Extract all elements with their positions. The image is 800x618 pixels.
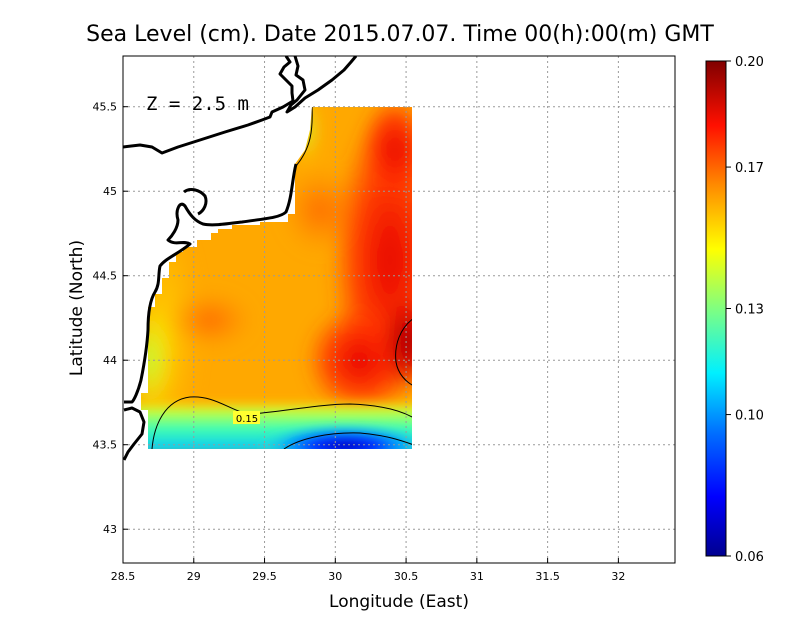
x-tick-label: 29.5 [252, 570, 277, 583]
depth-annotation: Z = 2.5 m [146, 93, 249, 115]
colorbar-tick-label: 0.10 [735, 409, 764, 424]
colorbar-tick-label: 0.06 [735, 550, 764, 565]
sea-level-field [141, 107, 412, 449]
x-axis: 28.5 29 29.5 30 30.5 31 31.5 32 [111, 558, 625, 583]
x-tick-label: 29 [187, 570, 201, 583]
x-tick-label: 30 [328, 570, 342, 583]
contour-label: 0.15 [236, 414, 258, 425]
x-tick-label: 28.5 [111, 570, 136, 583]
x-tick-label: 32 [611, 570, 625, 583]
chart-title: Sea Level (cm). Date 2015.07.07. Time 00… [86, 22, 714, 47]
colorbar-tick-label: 0.20 [735, 55, 764, 70]
grid [123, 56, 675, 563]
x-axis-label: Longitude (East) [329, 592, 469, 612]
contour-0.19 [395, 317, 412, 387]
colorbar: 0.06 0.10 0.13 0.17 0.20 [705, 55, 764, 565]
x-tick-label: 31 [470, 570, 484, 583]
coastline [123, 56, 358, 461]
y-tick-label: 45.5 [93, 101, 118, 114]
y-tick-label: 43.5 [93, 439, 118, 452]
x-tick-label: 30.5 [394, 570, 419, 583]
contour-0.16 [295, 107, 313, 167]
contour-0.12 [283, 432, 412, 449]
colorbar-ramp [705, 60, 727, 557]
y-axis: 43 43.5 44 44.5 45 45.5 [93, 101, 128, 536]
y-axis-label: Latitude (North) [67, 240, 87, 376]
colorbar-tick-label: 0.13 [735, 303, 764, 318]
x-tick-label: 31.5 [535, 570, 560, 583]
plot-frame [122, 55, 676, 564]
y-tick-label: 43 [103, 523, 117, 536]
contour-label-bg [233, 411, 260, 424]
y-tick-label: 45 [103, 185, 117, 198]
y-tick-label: 44.5 [93, 270, 118, 283]
y-tick-label: 44 [103, 354, 117, 367]
colorbar-tick-label: 0.17 [735, 161, 764, 176]
